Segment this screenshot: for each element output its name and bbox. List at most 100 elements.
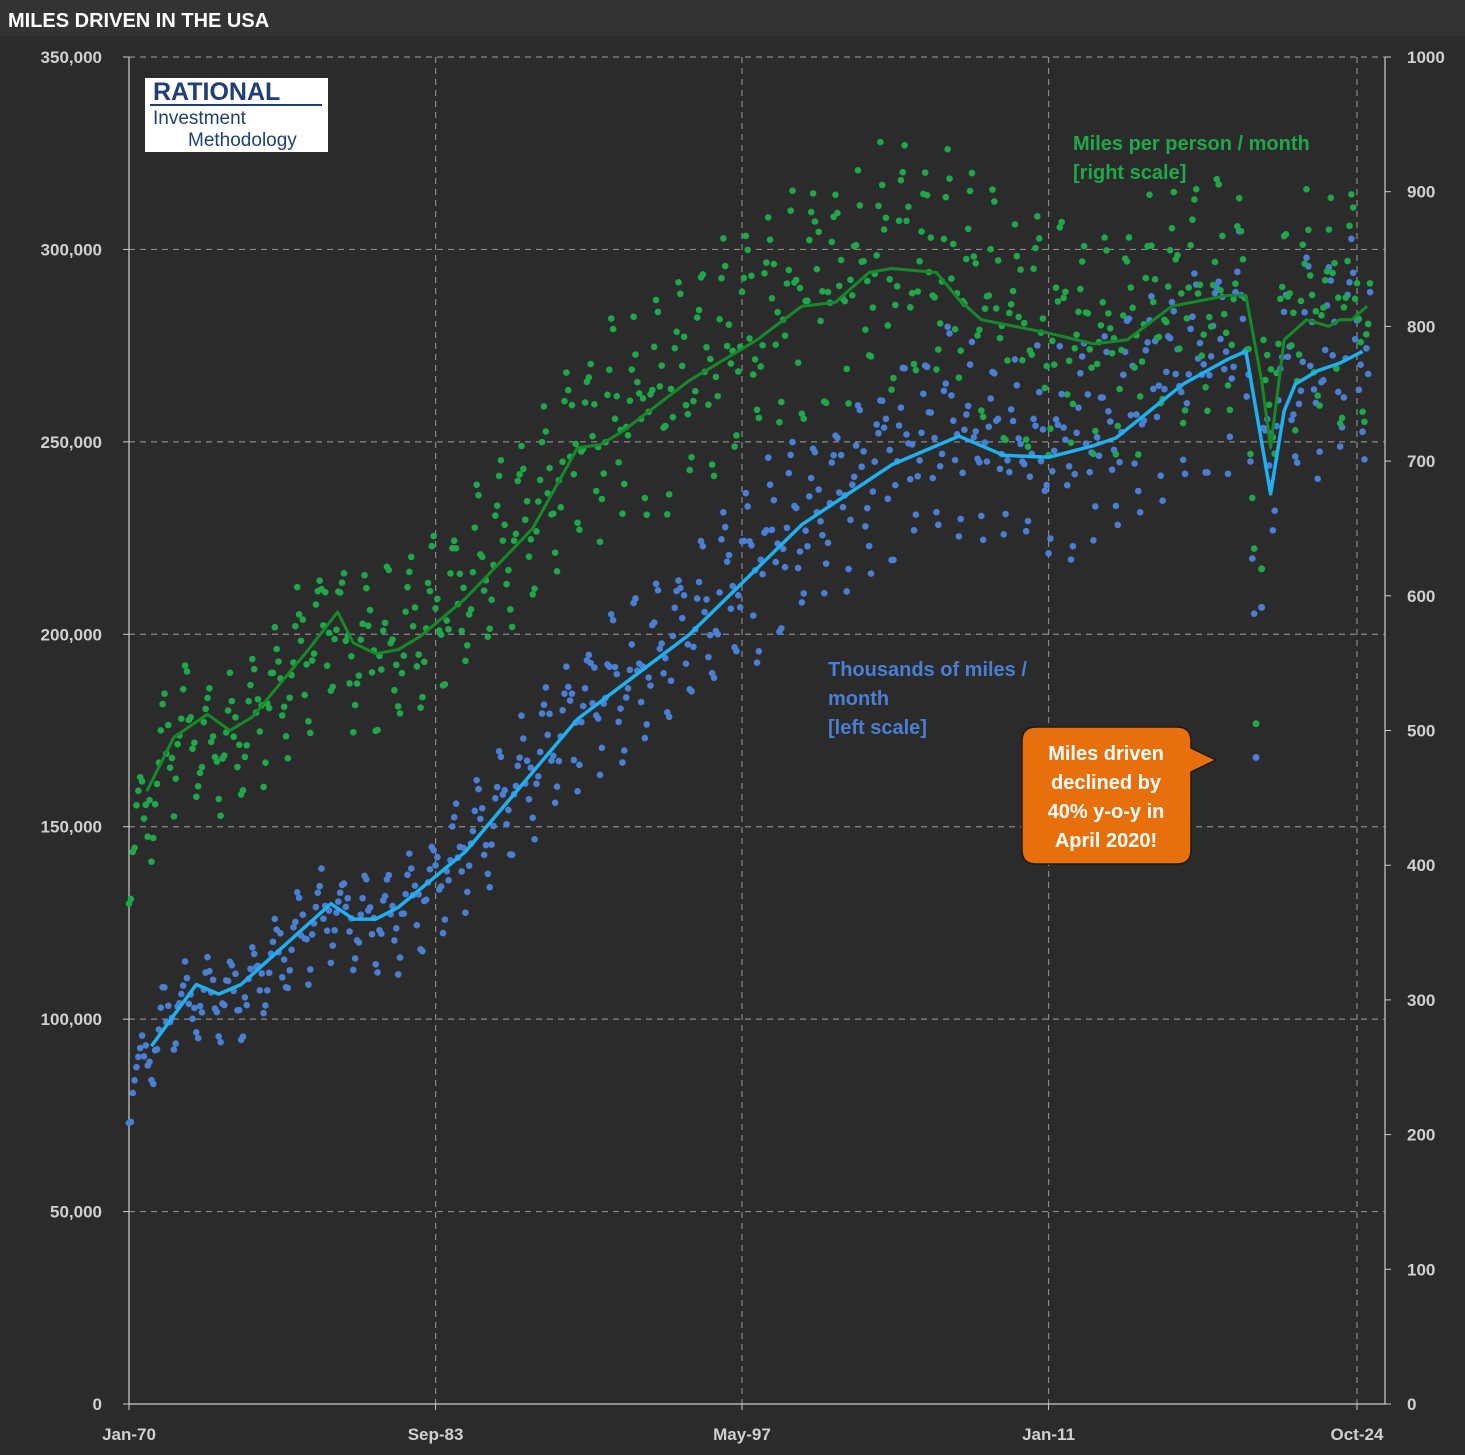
right-scatter-point xyxy=(159,700,166,708)
right-scatter-point xyxy=(609,325,617,333)
left-scatter-point xyxy=(503,820,510,828)
right-scatter-point xyxy=(1342,294,1350,301)
left-scatter-point xyxy=(1144,339,1151,346)
right-scatter-point xyxy=(740,274,748,282)
left-scatter-point xyxy=(1142,346,1150,354)
left-scatter-point xyxy=(766,481,774,488)
right-scatter-point xyxy=(570,470,578,478)
right-scatter-point xyxy=(1138,358,1146,365)
right-scatter-point xyxy=(649,386,656,394)
left-scatter-point xyxy=(789,438,796,446)
right-scatter-point xyxy=(221,752,228,759)
right-scatter-point xyxy=(1314,392,1322,400)
right-scatter-point xyxy=(968,169,976,177)
left-scatter-point xyxy=(701,608,708,616)
right-scatter-point xyxy=(1088,364,1095,371)
left-scatter-point xyxy=(1056,342,1064,350)
right-scatter-point xyxy=(880,226,888,233)
left-scatter-point xyxy=(933,508,940,516)
right-scatter-point xyxy=(338,579,346,586)
right-scatter-point xyxy=(473,481,480,489)
left-scatter-point xyxy=(351,955,359,962)
left-scatter-point xyxy=(688,687,695,695)
right-scatter-point xyxy=(1204,407,1211,415)
left-scatter-point xyxy=(1177,388,1185,396)
left-scatter-point xyxy=(798,599,806,606)
right-scatter-point xyxy=(549,510,557,518)
callout-line-3: 40% y-o-y in xyxy=(1048,801,1165,823)
right-scatter-point xyxy=(908,289,916,297)
left-scatter-point xyxy=(591,664,598,671)
left-scatter-point xyxy=(1006,468,1013,476)
left-scatter-point xyxy=(949,417,957,425)
left-scatter-point xyxy=(327,959,335,967)
left-scatter-point xyxy=(804,543,811,550)
left-scatter-point xyxy=(748,541,755,549)
right-scatter-point xyxy=(492,512,499,519)
right-scatter-point xyxy=(458,627,465,635)
left-scatter-point xyxy=(1039,426,1047,433)
right-scatter-point xyxy=(200,718,208,726)
right-scatter-point xyxy=(181,662,189,669)
left-scatter-point xyxy=(1361,456,1368,463)
left-scatter-point xyxy=(505,806,512,814)
left-scatter-point xyxy=(1359,428,1366,436)
left-axis-tick-label: 350,000 xyxy=(41,48,102,67)
right-scatter-point xyxy=(157,727,165,734)
left-scatter-point xyxy=(1131,460,1138,467)
left-scatter-point xyxy=(863,504,871,512)
left-scatter-point xyxy=(250,950,258,958)
right-scatter-point xyxy=(1080,242,1088,250)
left-scatter-point xyxy=(172,1040,180,1047)
left-scatter-point xyxy=(938,450,946,458)
right-scatter-point xyxy=(615,459,622,466)
left-scatter-point xyxy=(265,969,273,977)
left-scatter-point xyxy=(749,612,757,619)
right-scatter-point xyxy=(822,399,830,407)
right-scatter-point xyxy=(286,694,294,702)
left-scatter-point xyxy=(684,641,692,648)
right-scatter-point xyxy=(505,566,512,574)
left-scatter-point xyxy=(695,578,703,586)
left-scatter-point xyxy=(161,984,168,991)
right-scatter-point xyxy=(1185,284,1193,291)
right-series-annotation-1: Miles per person / month xyxy=(1073,133,1310,155)
right-scatter-point xyxy=(520,465,527,473)
right-scatter-point xyxy=(217,812,224,820)
left-scatter-point xyxy=(381,892,389,900)
left-scatter-point xyxy=(1163,368,1170,376)
left-scatter-point xyxy=(342,903,350,911)
left-scatter-point xyxy=(344,894,351,902)
right-scatter-point xyxy=(1340,303,1348,311)
left-scatter-point xyxy=(127,1118,135,1126)
left-scatter-point xyxy=(647,682,654,689)
right-scatter-point xyxy=(847,276,854,284)
left-scatter-point xyxy=(645,674,652,681)
right-scatter-point xyxy=(1252,720,1260,728)
left-scatter-point xyxy=(1303,254,1310,262)
right-scatter-point xyxy=(862,326,869,333)
right-axis-tick-label: 700 xyxy=(1407,452,1435,471)
right-scatter-point xyxy=(1278,283,1286,291)
right-scatter-point xyxy=(465,611,473,618)
left-scatter-point xyxy=(549,752,557,760)
right-scatter-point xyxy=(1299,241,1307,248)
left-scatter-point xyxy=(1166,334,1174,342)
right-scatter-point xyxy=(706,355,714,363)
left-scatter-point xyxy=(785,469,793,477)
left-scatter-point xyxy=(852,442,860,449)
left-scatter-point xyxy=(710,674,718,682)
right-scatter-point xyxy=(533,528,540,535)
left-scatter-point xyxy=(1105,407,1112,415)
left-scatter-point xyxy=(845,565,852,573)
right-scatter-point xyxy=(832,191,839,199)
x-axis-tick-label: May-97 xyxy=(713,1425,771,1444)
left-scatter-point xyxy=(1185,371,1193,378)
right-scatter-point xyxy=(914,288,922,295)
right-scatter-point xyxy=(407,553,415,561)
left-scatter-point xyxy=(843,588,851,595)
left-scatter-point xyxy=(508,851,516,859)
right-scatter-point xyxy=(776,418,783,426)
right-scatter-point xyxy=(970,253,978,260)
